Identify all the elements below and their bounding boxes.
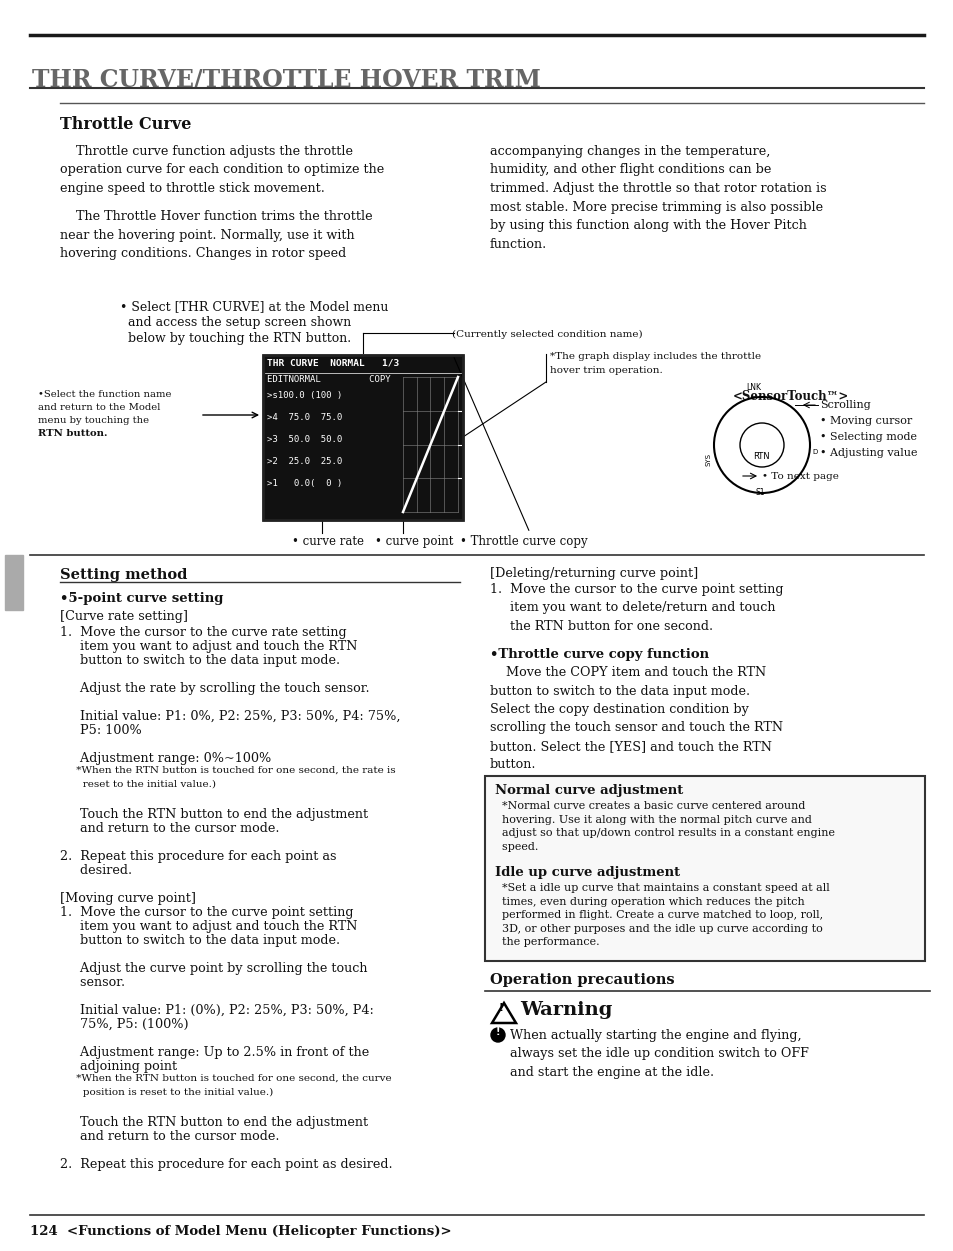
Text: • Select [THR CURVE] at the Model menu: • Select [THR CURVE] at the Model menu bbox=[120, 300, 388, 313]
Text: below by touching the RTN button.: below by touching the RTN button. bbox=[120, 332, 351, 345]
Bar bbox=[263, 355, 462, 520]
Text: 1.  Move the cursor to the curve rate setting: 1. Move the cursor to the curve rate set… bbox=[60, 626, 346, 639]
Text: Adjustment range: 0%~100%: Adjustment range: 0%~100% bbox=[60, 752, 271, 766]
Text: hover trim operation.: hover trim operation. bbox=[550, 367, 662, 375]
Text: Warning: Warning bbox=[519, 1001, 612, 1020]
Text: RTN: RTN bbox=[752, 452, 769, 462]
Text: desired.: desired. bbox=[60, 864, 132, 877]
Text: <SensorTouch™>: <SensorTouch™> bbox=[732, 390, 848, 403]
Text: [Deleting/returning curve point]: [Deleting/returning curve point] bbox=[490, 567, 698, 580]
Text: 2.  Repeat this procedure for each point as: 2. Repeat this procedure for each point … bbox=[60, 849, 336, 863]
Text: The Throttle Hover function trims the throttle
near the hovering point. Normally: The Throttle Hover function trims the th… bbox=[60, 210, 373, 260]
Text: • Throttle curve copy: • Throttle curve copy bbox=[459, 535, 587, 548]
Text: [Moving curve point]: [Moving curve point] bbox=[60, 892, 195, 904]
Text: and return to the cursor mode.: and return to the cursor mode. bbox=[60, 1130, 279, 1143]
Text: Initial value: P1: (0%), P2: 25%, P3: 50%, P4:: Initial value: P1: (0%), P2: 25%, P3: 50… bbox=[60, 1005, 374, 1017]
Text: and return to the cursor mode.: and return to the cursor mode. bbox=[60, 822, 279, 834]
Text: Move the COPY item and touch the RTN
button to switch to the data input mode.
Se: Move the COPY item and touch the RTN but… bbox=[490, 666, 782, 772]
Text: D: D bbox=[811, 449, 817, 455]
Text: button to switch to the data input mode.: button to switch to the data input mode. bbox=[60, 654, 340, 667]
Text: and access the setup screen shown: and access the setup screen shown bbox=[120, 317, 351, 329]
Text: THR CURVE/THROTTLE HOVER TRIM: THR CURVE/THROTTLE HOVER TRIM bbox=[32, 68, 540, 93]
Text: Idle up curve adjustment: Idle up curve adjustment bbox=[495, 866, 679, 879]
Text: (Currently selected condition name): (Currently selected condition name) bbox=[452, 330, 642, 339]
Text: 124  <Functions of Model Menu (Helicopter Functions)>: 124 <Functions of Model Menu (Helicopter… bbox=[30, 1225, 451, 1238]
Text: P5: 100%: P5: 100% bbox=[60, 724, 142, 737]
Text: accompanying changes in the temperature,
humidity, and other flight conditions c: accompanying changes in the temperature,… bbox=[490, 145, 825, 250]
Text: • To next page: • To next page bbox=[761, 472, 838, 480]
Text: •Throttle curve copy function: •Throttle curve copy function bbox=[490, 648, 708, 661]
Text: Adjustment range: Up to 2.5% in front of the: Adjustment range: Up to 2.5% in front of… bbox=[60, 1046, 369, 1060]
Text: adjoining point: adjoining point bbox=[60, 1060, 177, 1073]
Text: SYS: SYS bbox=[705, 453, 711, 467]
Text: *When the RTN button is touched for one second, the rate is: *When the RTN button is touched for one … bbox=[60, 766, 395, 776]
Text: Scrolling: Scrolling bbox=[820, 400, 870, 410]
Text: Throttle Curve: Throttle Curve bbox=[60, 116, 192, 133]
Text: • curve point: • curve point bbox=[375, 535, 453, 548]
Text: When actually starting the engine and flying,
always set the idle up condition s: When actually starting the engine and fl… bbox=[510, 1030, 808, 1080]
Text: 1.  Move the cursor to the curve point setting
     item you want to delete/retu: 1. Move the cursor to the curve point se… bbox=[490, 583, 782, 633]
Text: Touch the RTN button to end the adjustment: Touch the RTN button to end the adjustme… bbox=[60, 808, 368, 821]
Text: S1: S1 bbox=[755, 488, 764, 497]
Text: 75%, P5: (100%): 75%, P5: (100%) bbox=[60, 1018, 189, 1031]
Text: • Moving cursor: • Moving cursor bbox=[820, 417, 911, 427]
Text: • curve rate: • curve rate bbox=[292, 535, 364, 548]
Bar bbox=[5, 555, 23, 610]
Text: and return to the Model: and return to the Model bbox=[38, 403, 160, 412]
Text: reset to the initial value.): reset to the initial value.) bbox=[60, 781, 215, 789]
Circle shape bbox=[491, 1028, 504, 1042]
Text: >1   0.0(  0 ): >1 0.0( 0 ) bbox=[267, 479, 342, 488]
Text: • Selecting mode: • Selecting mode bbox=[820, 432, 916, 442]
Text: !: ! bbox=[496, 1027, 499, 1037]
Text: *Set a idle up curve that maintains a constant speed at all
  times, even during: *Set a idle up curve that maintains a co… bbox=[495, 883, 829, 947]
Text: Throttle curve function adjusts the throttle
operation curve for each condition : Throttle curve function adjusts the thro… bbox=[60, 145, 384, 195]
Text: >3  50.0  50.0: >3 50.0 50.0 bbox=[267, 435, 342, 444]
Text: 1.  Move the cursor to the curve point setting: 1. Move the cursor to the curve point se… bbox=[60, 906, 354, 919]
Text: item you want to adjust and touch the RTN: item you want to adjust and touch the RT… bbox=[60, 919, 357, 933]
Bar bbox=[263, 355, 462, 520]
Text: Adjust the curve point by scrolling the touch: Adjust the curve point by scrolling the … bbox=[60, 962, 367, 975]
Text: menu by touching the: menu by touching the bbox=[38, 417, 149, 425]
Text: Normal curve adjustment: Normal curve adjustment bbox=[495, 784, 682, 797]
Text: Operation precautions: Operation precautions bbox=[490, 973, 674, 987]
Text: • Adjusting value: • Adjusting value bbox=[820, 448, 917, 458]
Text: RTN button.: RTN button. bbox=[38, 429, 108, 438]
Text: [Curve rate setting]: [Curve rate setting] bbox=[60, 610, 188, 623]
Text: !: ! bbox=[498, 1003, 503, 1013]
Bar bbox=[484, 776, 924, 961]
Text: >4  75.0  75.0: >4 75.0 75.0 bbox=[267, 413, 342, 422]
Text: EDITNORMAL         COPY: EDITNORMAL COPY bbox=[267, 375, 390, 384]
Text: THR CURVE  NORMAL   1/3: THR CURVE NORMAL 1/3 bbox=[267, 358, 399, 367]
Text: >2  25.0  25.0: >2 25.0 25.0 bbox=[267, 457, 342, 467]
Text: *Normal curve creates a basic curve centered around
  hovering. Use it along wit: *Normal curve creates a basic curve cent… bbox=[495, 801, 834, 852]
Text: •Select the function name: •Select the function name bbox=[38, 390, 172, 399]
Text: LNK: LNK bbox=[745, 383, 760, 392]
Text: •5-point curve setting: •5-point curve setting bbox=[60, 592, 223, 605]
Text: button to switch to the data input mode.: button to switch to the data input mode. bbox=[60, 934, 340, 947]
Text: Adjust the rate by scrolling the touch sensor.: Adjust the rate by scrolling the touch s… bbox=[60, 682, 369, 696]
Text: Initial value: P1: 0%, P2: 25%, P3: 50%, P4: 75%,: Initial value: P1: 0%, P2: 25%, P3: 50%,… bbox=[60, 711, 400, 723]
Text: >s100.0 (100 ): >s100.0 (100 ) bbox=[267, 392, 342, 400]
Text: 2.  Repeat this procedure for each point as desired.: 2. Repeat this procedure for each point … bbox=[60, 1158, 393, 1171]
Text: *When the RTN button is touched for one second, the curve: *When the RTN button is touched for one … bbox=[60, 1075, 392, 1083]
Text: item you want to adjust and touch the RTN: item you want to adjust and touch the RT… bbox=[60, 641, 357, 653]
Text: Setting method: Setting method bbox=[60, 568, 187, 582]
Text: *The graph display includes the throttle: *The graph display includes the throttle bbox=[550, 352, 760, 362]
Text: position is reset to the initial value.): position is reset to the initial value.) bbox=[60, 1088, 273, 1097]
Text: sensor.: sensor. bbox=[60, 976, 125, 990]
Text: Touch the RTN button to end the adjustment: Touch the RTN button to end the adjustme… bbox=[60, 1116, 368, 1128]
